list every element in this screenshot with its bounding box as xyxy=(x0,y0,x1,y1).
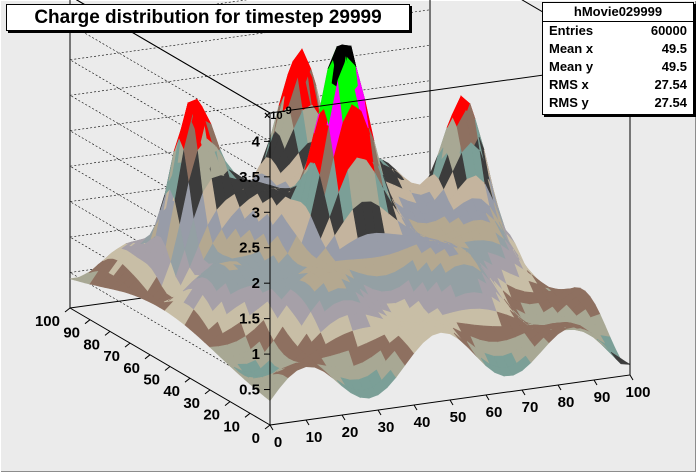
y-tick-mark xyxy=(264,424,271,430)
y-tick-mark xyxy=(124,342,131,348)
stats-label: RMS x xyxy=(549,77,589,92)
stats-label: Mean y xyxy=(549,59,594,74)
y-tick-label: 90 xyxy=(63,325,80,342)
z-grid-line xyxy=(69,0,271,142)
y-tick-mark xyxy=(184,377,191,383)
x-tick-label: 60 xyxy=(486,404,503,421)
z-tick-label: 0.5 xyxy=(239,382,260,399)
z-tick-label: 3.5 xyxy=(239,169,260,186)
x-tick-label: 0 xyxy=(274,434,282,451)
x-tick-mark xyxy=(341,414,346,421)
surface-cell xyxy=(615,358,631,365)
x-tick-mark xyxy=(593,379,598,386)
y-tick-label: 30 xyxy=(183,395,200,412)
y-tick-label: 0 xyxy=(252,430,260,447)
stats-value: 49.5 xyxy=(661,41,687,56)
stats-row-mean-x: Mean x 49.5 xyxy=(543,40,693,58)
x-tick-mark xyxy=(449,399,454,406)
stats-histogram-name: hMovie029999 xyxy=(543,3,693,22)
y-tick-mark xyxy=(244,412,251,418)
x-tick-mark xyxy=(269,424,274,431)
y-tick-mark xyxy=(164,366,171,371)
x-tick-label: 40 xyxy=(414,414,431,431)
y-tick-mark xyxy=(64,307,71,313)
y-tick-label: 40 xyxy=(163,383,180,400)
stats-row-rms-x: RMS x 27.54 xyxy=(543,76,693,94)
x-tick-mark xyxy=(413,404,418,411)
y-tick-label: 60 xyxy=(123,360,140,377)
x-tick-mark xyxy=(377,409,382,416)
z-exponent-value: -9 xyxy=(282,105,292,117)
x-tick-label: 20 xyxy=(342,424,359,441)
x-tick-label: 30 xyxy=(378,419,395,436)
z-tick-label: 2 xyxy=(252,275,260,292)
y-tick-label: 10 xyxy=(223,418,240,435)
stats-row-entries: Entries 60000 xyxy=(543,22,693,40)
x-tick-mark xyxy=(629,374,634,381)
y-tick-label: 20 xyxy=(203,407,220,424)
z-tick-label: 4 xyxy=(252,133,261,150)
y-tick-mark xyxy=(104,331,111,336)
x-tick-label: 10 xyxy=(306,429,323,446)
stats-row-mean-y: Mean y 49.5 xyxy=(543,58,693,76)
y-tick-label: 70 xyxy=(103,348,120,365)
plot-title: Charge distribution for timestep 29999 xyxy=(6,4,410,31)
z-tick-label: 1.5 xyxy=(239,311,260,328)
z-tick-label: 2.5 xyxy=(239,240,260,257)
y-tick-mark xyxy=(144,354,151,360)
top-frame-edge xyxy=(75,0,632,114)
x-tick-mark xyxy=(557,384,562,391)
stats-label: RMS y xyxy=(549,95,589,110)
x-tick-label: 100 xyxy=(625,384,650,401)
stats-value: 27.54 xyxy=(654,77,687,92)
stats-row-rms-y: RMS y 27.54 xyxy=(543,94,693,112)
stats-label: Mean x xyxy=(549,41,594,56)
x-tick-mark xyxy=(521,389,526,396)
x-tick-label: 90 xyxy=(594,389,611,406)
y-tick-mark xyxy=(84,319,91,325)
y-tick-mark xyxy=(224,401,231,406)
x-tick-label: 70 xyxy=(522,399,539,416)
y-tick-label: 50 xyxy=(143,372,160,389)
y-tick-label: 80 xyxy=(83,336,100,353)
z-tick-label: 1 xyxy=(252,346,260,363)
z-tick-label: 3 xyxy=(252,204,260,221)
stats-label: Entries xyxy=(549,23,594,38)
y-tick-mark xyxy=(204,389,211,395)
z-grid-line xyxy=(69,222,431,390)
x-tick-mark xyxy=(485,394,490,401)
y-tick-label: 100 xyxy=(35,313,60,330)
x-tick-label: 50 xyxy=(450,409,467,426)
stats-value: 27.54 xyxy=(654,95,687,110)
x-tick-mark xyxy=(305,419,310,426)
stats-value: 60000 xyxy=(650,23,687,38)
stats-value: 49.5 xyxy=(661,59,687,74)
z-exponent-label: ×10 xyxy=(264,110,283,122)
x-tick-label: 80 xyxy=(558,394,575,411)
stats-box: hMovie029999 Entries 60000 Mean x 49.5 M… xyxy=(542,2,694,115)
